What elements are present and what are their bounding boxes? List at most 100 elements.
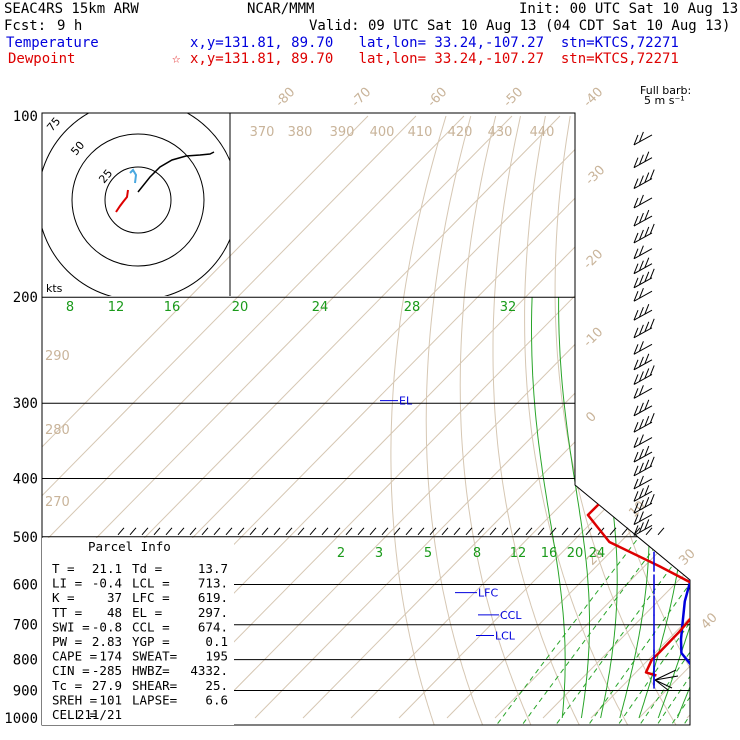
isotherm-label: -30 [583, 163, 609, 189]
parcel-param-value: 101 [99, 692, 122, 707]
parcel-hatch-tick [573, 527, 581, 536]
parcel-param-value: 48 [107, 605, 122, 620]
parcel-param-name: SREH = [52, 692, 97, 707]
parcel-hatch-tick [393, 527, 401, 536]
mixing-ratio-line [551, 296, 690, 725]
dry-adiabat [612, 115, 690, 725]
parcel-param-name: LI = [52, 576, 82, 591]
mixing-ratio-line [652, 296, 690, 725]
parcel-hatch-tick [225, 527, 233, 536]
dry-adiabat [524, 115, 632, 725]
theta-label-left: 280 [45, 423, 70, 438]
mixing-ratio-line [517, 296, 690, 725]
dewpoint-location: x,y=131.81, 89.70 lat,lon= 33.24,-107.27… [190, 51, 679, 67]
mixing-ratio-line [491, 296, 690, 725]
parcel-param-value-2: 674. [198, 619, 228, 634]
wind-barb [633, 209, 653, 227]
parcel-hatch-tick [537, 527, 545, 536]
isotherm [735, 116, 740, 718]
hodograph-mid-trace [129, 168, 138, 184]
parcel-param-value: 211/21 [77, 707, 122, 722]
mixing-ratio-line [691, 297, 740, 731]
hodograph-ring [42, 113, 230, 296]
mixing-ratio-line [666, 296, 690, 725]
isotherm-label: 30 [676, 546, 698, 568]
parcel-hatch-tick [285, 527, 293, 536]
parcel-hatch-tick [177, 527, 185, 536]
parcel-hatch-tick [141, 527, 149, 536]
dewpoint-legend: Dewpoint [8, 51, 76, 67]
isotherm-label: -20 [581, 247, 607, 273]
wind-barb [633, 131, 653, 146]
isotherm [42, 115, 417, 719]
parcel-param-name: CELL = [52, 707, 97, 722]
wind-barb [633, 399, 653, 417]
barb-title-line1: Full barb: [640, 84, 691, 97]
parcel-param-name: K = [52, 590, 75, 605]
parcel-param-name-2: CCL = [132, 619, 170, 634]
dry-adiabat [459, 115, 534, 725]
hodograph-units: kts [46, 282, 63, 295]
wind-barb [633, 485, 653, 502]
parcel-hatch-tick [513, 527, 521, 536]
parcel-hatch-tick [129, 527, 137, 536]
isotherm [398, 115, 690, 719]
parcel-param-name-2: HWBZ= [132, 663, 170, 678]
lcl-label: LCL [495, 630, 516, 643]
parcel-hatch-tick [357, 527, 365, 536]
moist-label-upper: 20 [232, 300, 249, 315]
parcel-param-value: 2.83 [92, 634, 122, 649]
parcel-param-name-2: Td = [132, 561, 162, 576]
parcel-hatch-tick [561, 527, 569, 536]
parcel-param-name-2: SHEAR= [132, 678, 177, 693]
parcel-param-value: 27.9 [92, 678, 122, 693]
parcel-hatch-tick [261, 527, 269, 536]
wind-barb [633, 169, 655, 190]
wind-barb [633, 511, 653, 526]
isotherm [254, 115, 690, 719]
theta-label: 380 [288, 125, 313, 140]
pressure-label-900: 900 [13, 683, 38, 699]
model-title: SEAC4RS 15km ARW [4, 1, 139, 17]
pressure-label-800: 800 [13, 653, 38, 669]
hodograph-ring-label: 50 [68, 139, 87, 158]
parcel-param-value: -0.4 [92, 576, 122, 591]
moist-adiabat [697, 297, 740, 718]
moist-adiabat [676, 297, 690, 719]
parcel-param-name-2: SWEAT= [132, 649, 177, 664]
theta-label: 420 [448, 125, 473, 140]
parcel-param-name-2: LAPSE= [132, 692, 177, 707]
parcel-param-name: PW = [52, 634, 82, 649]
parcel-hatch-tick [117, 527, 125, 536]
theta-label-left: 290 [45, 349, 70, 364]
parcel-hatch-tick [585, 527, 593, 536]
ccl-label: CCL [500, 609, 522, 622]
isotherm [206, 115, 690, 719]
parcel-param-value-2: 6.6 [205, 692, 228, 707]
pressure-label-400: 400 [13, 471, 38, 487]
parcel-info-box [42, 538, 234, 725]
moist-label-upper: 16 [164, 300, 181, 315]
dry-adiabat [694, 116, 740, 731]
wind-barb [633, 288, 653, 302]
moist-label-lower: 16 [541, 546, 558, 561]
parcel-hatch-tick [321, 527, 329, 536]
theta-label-left: 270 [45, 495, 70, 510]
temperature-location: x,y=131.81, 89.70 lat,lon= 33.24,-107.27… [190, 35, 679, 51]
parcel-param-name-2: YGP = [132, 634, 170, 649]
theta-label: 410 [408, 125, 433, 140]
parcel-param-name: TT = [52, 605, 82, 620]
wind-barb [633, 303, 653, 321]
parcel-hatch-tick [405, 527, 413, 536]
mixing-ratio-line [613, 296, 690, 725]
wind-barb [633, 519, 653, 536]
parcel-param-value: 174 [99, 649, 122, 664]
wind-barb [633, 365, 655, 385]
wind-barb [633, 475, 653, 490]
parcel-param-name: Tc = [52, 678, 82, 693]
valid-time: Valid: 09 UTC Sat 10 Aug 13 (04 CDT Sat … [309, 18, 731, 34]
fcst-label: Fcst: [4, 18, 47, 34]
parcel-param-name: SWI = [52, 619, 90, 634]
parcel-param-name-2: EL = [132, 605, 162, 620]
